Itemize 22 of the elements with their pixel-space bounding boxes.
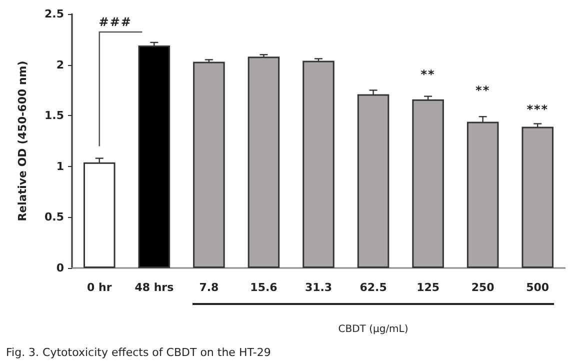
- caption: Fig. 3. Cytotoxicity effects of CBDT on the HT-29: [6, 346, 271, 359]
- y-tick-label: 0: [56, 262, 64, 274]
- annotation: **: [420, 67, 436, 82]
- x-tick-label: 125: [416, 281, 440, 294]
- y-tick-label: 1: [56, 160, 64, 173]
- x-tick-label: 0 hr: [87, 281, 112, 294]
- annotation: **: [476, 84, 490, 98]
- x-axis-title: CBDT (μg/mL): [338, 324, 408, 335]
- y-tick-label: 0.5: [44, 210, 64, 224]
- x-tick-label: 7.8: [199, 281, 219, 294]
- y-tick-label: 1.5: [44, 109, 64, 122]
- x-tick-label: 500: [526, 281, 550, 294]
- annotation: ***: [526, 102, 549, 117]
- x-tick-label: 31.3: [304, 281, 332, 294]
- x-tick-label: 15.6: [250, 281, 278, 294]
- x-tick-label: 250: [471, 281, 495, 294]
- x-tick-label: 48 hrs: [134, 281, 174, 294]
- y-tick-label: 2: [56, 58, 64, 72]
- y-tick-label: 2.5: [44, 8, 64, 20]
- annotation: ###: [98, 15, 132, 29]
- x-tick-label: 62.5: [360, 281, 387, 294]
- y-axis-title: Relative OD (450-600 nm): [16, 60, 29, 222]
